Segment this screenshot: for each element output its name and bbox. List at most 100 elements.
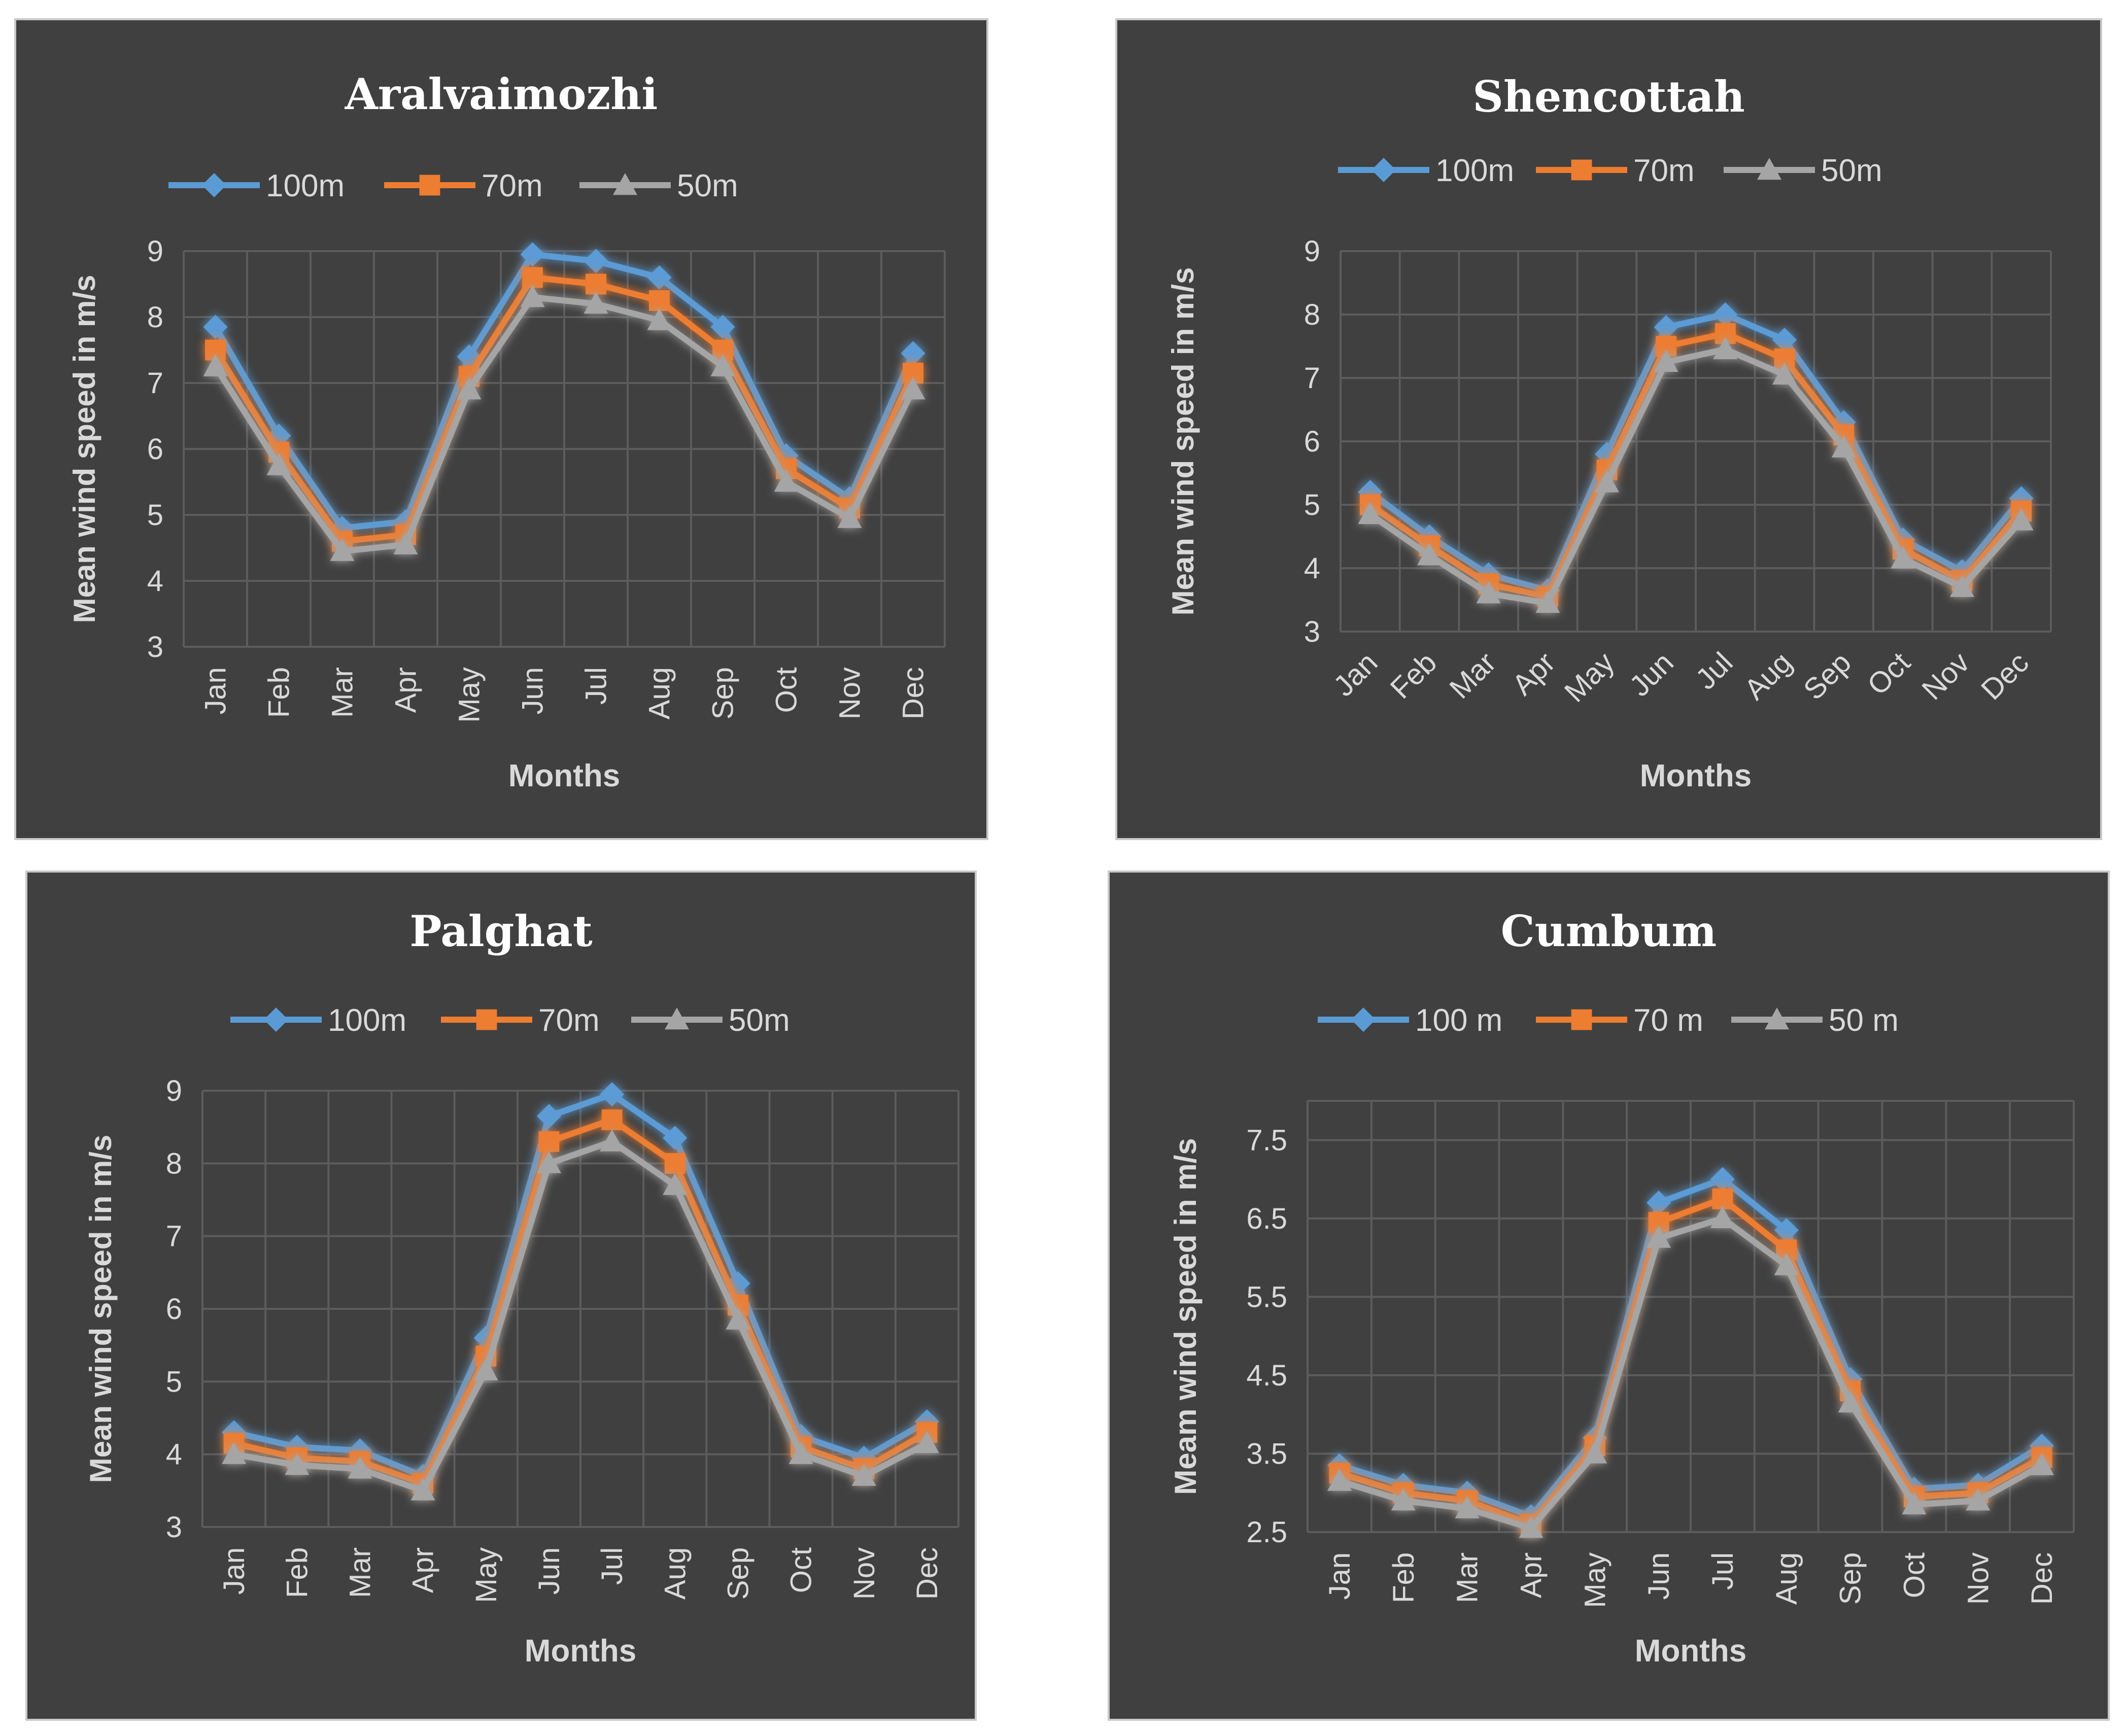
data-point [1710, 1206, 1735, 1229]
legend-marker [476, 1009, 497, 1030]
x-tick-label: Jul [580, 667, 613, 705]
x-tick-label: Apr [407, 1547, 440, 1593]
data-point [1966, 1488, 1991, 1511]
x-tick-label: Feb [281, 1547, 314, 1598]
data-point [584, 249, 608, 273]
data-point [538, 1131, 560, 1152]
chart-panel-aralvaimozhi: Aralvaimozhi 100m 70m 50m 3 4 5 6 7 8 9 Jan Feb Mar Ap… [14, 18, 988, 840]
x-tick-label: Mar [326, 667, 359, 718]
data-point [1417, 543, 1442, 566]
x-tick-label: Mar [1451, 1552, 1484, 1603]
x-tick-label: Dec [897, 667, 930, 719]
legend-marker [1571, 159, 1592, 181]
x-tick-label: Jul [1689, 646, 1739, 696]
series-100m [203, 242, 925, 540]
data-point [710, 315, 735, 339]
chart-title: Aralvaimozhi [345, 69, 658, 119]
y-tick-label: 2.5 [1246, 1516, 1287, 1549]
x-tick-label: Jan [199, 667, 232, 715]
chart-panel-cumbum: Cumbum 100 m 70 m 50 m 2.5 3.5 4.5 5.5 6.5 7.5 Jan… [1108, 871, 2110, 1721]
data-point [457, 377, 482, 400]
x-tick-label: Apr [1515, 1552, 1548, 1598]
chart-aralvaimozhi: Aralvaimozhi 100m 70m 50m 3 4 5 6 7 8 9 Jan Feb Mar Ap… [67, 69, 946, 793]
data-point [1391, 1488, 1416, 1511]
legend-marker [1351, 1008, 1376, 1032]
data-point [536, 1151, 561, 1173]
x-tick-label: Sep [1797, 646, 1858, 706]
x-tick-label: Nov [1915, 646, 1976, 706]
data-point [203, 354, 228, 376]
data-point [1710, 1167, 1735, 1192]
series-line [1339, 1215, 2043, 1532]
x-tick-label: Feb [1384, 646, 1444, 705]
data-point [1774, 1218, 1799, 1242]
legend-entry-label: 100 m [1415, 1003, 1502, 1038]
data-point [536, 1104, 561, 1129]
y-tick-label: 4 [147, 565, 163, 598]
data-point [348, 1456, 372, 1479]
data-point [393, 532, 418, 554]
data-point [726, 1307, 750, 1330]
legend-marker [613, 173, 637, 195]
y-tick-label: 4 [1304, 552, 1320, 585]
data-point [522, 267, 543, 288]
data-point [203, 315, 228, 339]
y-tick-label: 5 [1304, 489, 1320, 522]
x-tick-label: Jul [596, 1547, 629, 1585]
data-point [1583, 1441, 1607, 1464]
series-50m [1327, 1206, 2054, 1538]
y-tick-label: 7 [1304, 362, 1320, 395]
y-tick-label: 6 [166, 1293, 182, 1326]
data-point [901, 377, 925, 400]
data-point [2030, 1453, 2054, 1475]
y-tick-label: 4 [166, 1438, 182, 1471]
y-tick-label: 3.5 [1246, 1437, 1287, 1470]
x-tick-label: Nov [848, 1547, 881, 1600]
data-point [774, 470, 799, 492]
data-point [710, 354, 735, 376]
chart-title: Cumbum [1501, 906, 1717, 956]
data-point [1654, 315, 1678, 339]
data-point [647, 265, 672, 290]
y-tick-label: 8 [147, 301, 163, 334]
data-point [788, 1442, 813, 1464]
y-tick-label: 7.5 [1246, 1124, 1287, 1157]
data-point [1772, 328, 1797, 352]
x-tick-label: Jan [1327, 646, 1384, 703]
y-tick-label: 9 [147, 235, 163, 268]
data-point [330, 539, 355, 561]
x-tick-label: Dec [1975, 646, 2035, 706]
y-tick-label: 8 [166, 1147, 182, 1180]
legend-entry-label: 70m [538, 1003, 600, 1038]
legend-entry-label: 100m [266, 168, 345, 203]
x-tick-label: Jun [533, 1547, 566, 1595]
x-tick-label: Aug [1770, 1552, 1803, 1605]
y-tick-label: 6 [1304, 425, 1320, 458]
x-tick-label: Aug [643, 667, 676, 719]
data-point [1774, 1253, 1799, 1275]
data-point [1950, 575, 1974, 597]
y-axis-label: Mean wind speed in m/s [1166, 267, 1200, 616]
x-tick-label: Oct [1898, 1552, 1931, 1598]
chart-palghat: Palghat 100m 70m 50m 3 4 5 6 7 8 9 Jan Feb Mar Apr May J… [84, 906, 959, 1669]
legend-marker [1571, 1009, 1592, 1030]
data-point [1772, 362, 1797, 385]
y-tick-label: 5.5 [1246, 1280, 1287, 1313]
legend-marker [665, 1008, 689, 1030]
x-tick-label: Mar [1443, 646, 1502, 705]
data-point [1595, 470, 1619, 493]
data-point [1831, 435, 1856, 458]
data-point [600, 1082, 625, 1107]
series-line [233, 1117, 929, 1486]
y-tick-label: 7 [147, 367, 163, 400]
data-point [1455, 1496, 1480, 1518]
x-tick-label: Oct [1861, 646, 1917, 702]
x-axis-label: Months [525, 1634, 636, 1669]
y-tick-label: 3 [1304, 615, 1320, 648]
x-tick-label: Sep [722, 1547, 755, 1600]
legend-entry-label: 70m [1633, 153, 1695, 188]
legend-marker [1765, 1008, 1789, 1030]
y-tick-label: 9 [1304, 235, 1320, 268]
y-tick-label: 5 [147, 499, 163, 532]
y-tick-label: 3 [166, 1511, 182, 1544]
